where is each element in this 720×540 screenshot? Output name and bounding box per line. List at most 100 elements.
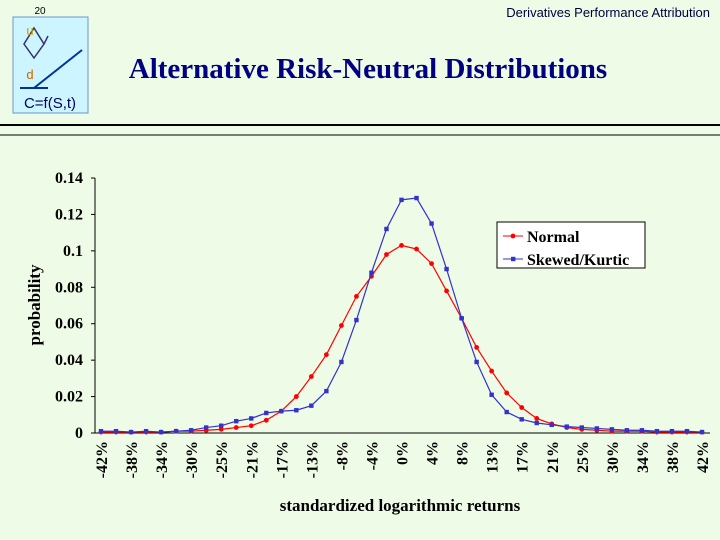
slide-title: Alternative Risk-Neutral Distributions xyxy=(129,53,607,85)
marker xyxy=(474,359,479,365)
marker xyxy=(128,429,134,435)
marker xyxy=(444,266,449,272)
y-tick-label: 0.06 xyxy=(55,316,83,333)
logo-box xyxy=(12,16,89,114)
x-tick-label: -4% xyxy=(364,441,381,470)
marker xyxy=(429,221,434,226)
marker xyxy=(234,418,239,424)
marker xyxy=(414,246,419,252)
marker xyxy=(609,427,615,432)
marker xyxy=(369,270,374,275)
marker xyxy=(294,408,299,413)
marker xyxy=(233,425,239,430)
x-tick-label: -13% xyxy=(304,441,321,478)
x-tick-label: -30% xyxy=(184,441,201,478)
x-tick-label: -8% xyxy=(334,441,351,470)
marker xyxy=(534,420,539,426)
marker xyxy=(203,425,209,430)
marker xyxy=(459,316,464,321)
marker xyxy=(309,403,314,408)
marker xyxy=(293,394,299,399)
legend-label: Normal xyxy=(527,229,580,246)
logo-formula: C=f(S,t) xyxy=(24,95,76,112)
marker xyxy=(263,417,269,423)
marker xyxy=(474,344,480,350)
x-tick-label: -42% xyxy=(94,441,111,478)
marker xyxy=(414,195,419,201)
x-tick-label: -38% xyxy=(124,441,141,478)
marker xyxy=(113,428,119,434)
legend-label: Skewed/Kurtic xyxy=(527,252,629,269)
marker xyxy=(188,428,194,433)
marker xyxy=(354,293,359,299)
x-tick-label: 38% xyxy=(665,441,682,473)
marker xyxy=(534,416,540,421)
marker xyxy=(143,428,149,434)
marker xyxy=(519,417,524,422)
marker xyxy=(339,323,344,328)
marker xyxy=(549,422,554,428)
logo-u: u xyxy=(26,23,33,38)
x-tick-label: 13% xyxy=(485,441,502,473)
x-tick-label: 42% xyxy=(695,441,712,473)
marker xyxy=(219,423,224,428)
x-tick-label: 0% xyxy=(395,441,412,465)
x-tick-label: -25% xyxy=(214,441,231,478)
y-tick-label: 0.04 xyxy=(55,352,83,369)
x-tick-label: -34% xyxy=(154,441,171,478)
marker xyxy=(594,426,600,431)
marker xyxy=(248,423,254,429)
marker xyxy=(323,352,329,358)
marker xyxy=(504,409,509,415)
marker xyxy=(399,197,404,203)
marker xyxy=(384,252,389,257)
marker xyxy=(249,416,254,421)
logo-d: d xyxy=(26,67,33,82)
marker xyxy=(218,426,224,432)
x-tick-label: 17% xyxy=(515,441,532,473)
marker xyxy=(504,390,510,396)
logo-line xyxy=(43,35,49,45)
marker xyxy=(354,317,359,323)
marker xyxy=(684,428,690,434)
marker xyxy=(519,405,525,410)
marker xyxy=(158,429,164,435)
y-tick-label: 0.08 xyxy=(55,279,83,296)
marker xyxy=(579,425,584,430)
marker xyxy=(669,428,675,434)
y-tick-label: 0.1 xyxy=(63,243,83,260)
marker xyxy=(639,428,645,433)
marker xyxy=(173,428,179,434)
legend-marker xyxy=(510,233,516,239)
marker xyxy=(699,429,705,435)
x-axis-label: standardized logarithmic returns xyxy=(280,496,521,515)
x-tick-label: -17% xyxy=(274,441,291,478)
marker xyxy=(564,424,569,429)
header: Derivatives Performance Attribution xyxy=(506,5,710,20)
y-axis-label: probability xyxy=(25,264,44,345)
x-tick-label: 34% xyxy=(635,441,652,473)
marker xyxy=(489,368,495,374)
marker xyxy=(264,410,269,416)
x-tick-label: 30% xyxy=(605,441,622,473)
x-tick-label: 8% xyxy=(455,441,472,465)
marker xyxy=(399,242,404,248)
logo-line xyxy=(33,49,83,89)
marker xyxy=(308,374,314,379)
page-number: 20 xyxy=(34,6,46,17)
marker xyxy=(339,359,344,365)
x-tick-label: 21% xyxy=(545,441,562,473)
legend-marker xyxy=(511,256,516,262)
y-tick-label: 0 xyxy=(75,425,83,442)
marker xyxy=(489,392,494,397)
marker xyxy=(444,288,449,294)
marker xyxy=(429,261,434,267)
marker xyxy=(324,388,329,394)
y-tick-label: 0.14 xyxy=(55,170,83,187)
x-tick-label: 25% xyxy=(575,441,592,473)
marker xyxy=(384,226,389,232)
marker xyxy=(98,428,104,434)
y-tick-label: 0.12 xyxy=(55,206,83,223)
